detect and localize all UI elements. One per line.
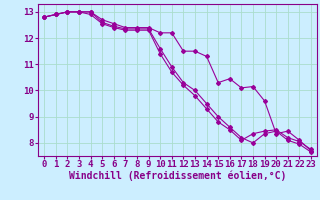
X-axis label: Windchill (Refroidissement éolien,°C): Windchill (Refroidissement éolien,°C) [69,171,286,181]
